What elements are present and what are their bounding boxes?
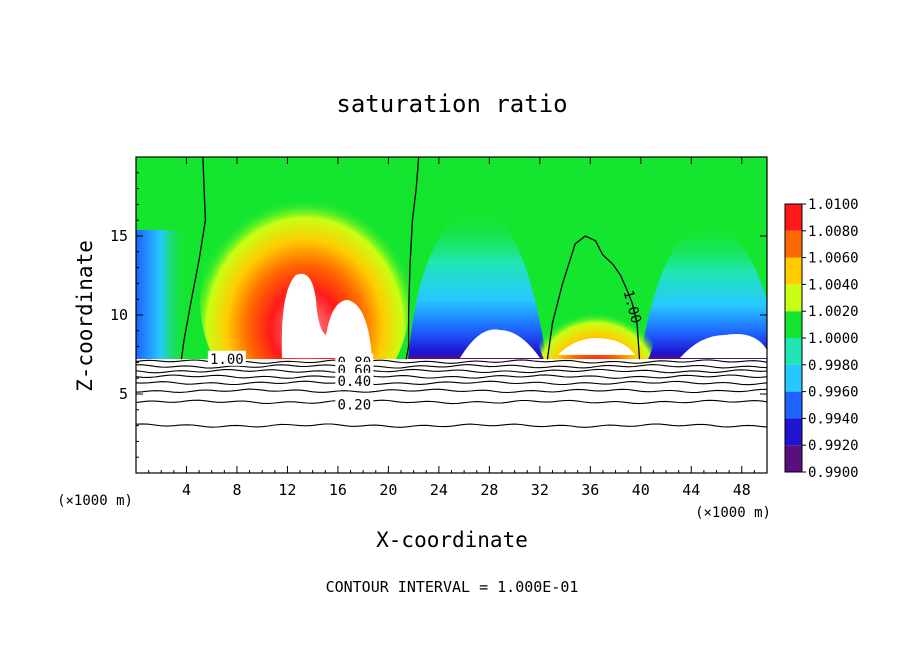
x-tick-label: 16 — [329, 481, 347, 499]
colorbar-label: 0.9960 — [808, 385, 859, 401]
colorbar-label: 0.9920 — [808, 438, 859, 454]
colorbar-label: 0.9940 — [808, 411, 859, 427]
colorbar-swatch — [785, 230, 802, 258]
y-axis-unit: (×1000 m) — [57, 493, 133, 509]
colorbar-swatch — [785, 445, 802, 472]
stable-contour-line — [136, 374, 767, 379]
colorbar-label: 1.0100 — [808, 197, 859, 213]
colorbar-swatch — [785, 391, 802, 419]
colorbar-swatch — [785, 364, 802, 392]
x-tick-label: 28 — [480, 481, 498, 499]
right-clear-core — [680, 334, 767, 358]
colorbar-swatch — [785, 284, 802, 312]
colorbar-label: 1.0000 — [808, 331, 859, 347]
colorbar: 0.9900 0.9920 0.9940 0.9960 0.9980 1.0000 1.00… — [784, 197, 859, 481]
unity-contour-line — [180, 157, 207, 360]
y-tick-label: 5 — [119, 385, 128, 403]
x-axis-ticks: 4 8 12 16 20 24 28 32 36 40 44 48 — [148, 157, 755, 499]
right-subsaturated-region — [640, 223, 767, 360]
y-tick-label: 15 — [110, 227, 128, 245]
x-tick-label: 8 — [232, 481, 241, 499]
chart-title: saturation ratio — [336, 90, 567, 118]
unity-contour-line — [546, 235, 641, 360]
colorbar-label: 1.0060 — [808, 251, 859, 267]
y-axis-ticks: 5 10 15 — [110, 172, 767, 458]
x-axis-label: X-coordinate — [376, 528, 528, 552]
colorbar-swatch — [785, 257, 802, 285]
contour-label: 0.20 — [337, 398, 371, 414]
x-tick-label: 12 — [278, 481, 296, 499]
x-tick-label: 20 — [379, 481, 397, 499]
stable-contour-line — [136, 388, 767, 394]
x-tick-label: 48 — [733, 481, 751, 499]
left-cloud-core — [281, 273, 372, 358]
contour-label: 1.00 — [210, 352, 244, 368]
x-tick-label: 32 — [531, 481, 549, 499]
stable-contour-line — [136, 364, 767, 369]
stable-contour-line — [136, 368, 767, 374]
stable-contour-line — [136, 399, 767, 405]
stable-contour-line — [136, 423, 767, 428]
middle-clear-core — [460, 329, 540, 358]
colorbar-label: 1.0080 — [808, 224, 859, 240]
x-tick-label: 40 — [632, 481, 650, 499]
contour-label-bg — [335, 396, 374, 412]
y-tick-label: 10 — [110, 306, 128, 324]
right-cloud-core — [558, 337, 635, 355]
contour-lines — [136, 157, 767, 428]
x-tick-label: 24 — [430, 481, 448, 499]
contour-label-bg — [335, 372, 374, 388]
colorbar-swatch — [785, 338, 802, 365]
colorbar-swatch — [785, 418, 802, 446]
middle-subsaturated-region — [408, 209, 545, 360]
x-tick-label: 36 — [581, 481, 599, 499]
y-axis-label: Z-coordinate — [73, 240, 97, 392]
contour-fill-area — [136, 157, 767, 473]
colorbar-label: 1.0040 — [808, 277, 859, 293]
colorbar-label: 0.9900 — [808, 465, 859, 481]
colorbar-label: 1.0020 — [808, 304, 859, 320]
x-axis-unit: (×1000 m) — [695, 505, 771, 521]
left-subsaturated-region — [136, 230, 186, 360]
colorbar-label: 0.9980 — [808, 358, 859, 374]
contour-label-bg — [207, 350, 246, 366]
colorbar-swatch — [785, 204, 802, 231]
colorbar-swatch — [785, 311, 802, 338]
unity-contour-line — [405, 157, 420, 360]
contour-label: 0.40 — [337, 374, 371, 390]
x-tick-label: 4 — [182, 481, 191, 499]
stable-contour-line — [136, 380, 767, 386]
contour-interval-note: CONTOUR INTERVAL = 1.000E-01 — [326, 578, 579, 596]
x-tick-label: 44 — [682, 481, 700, 499]
